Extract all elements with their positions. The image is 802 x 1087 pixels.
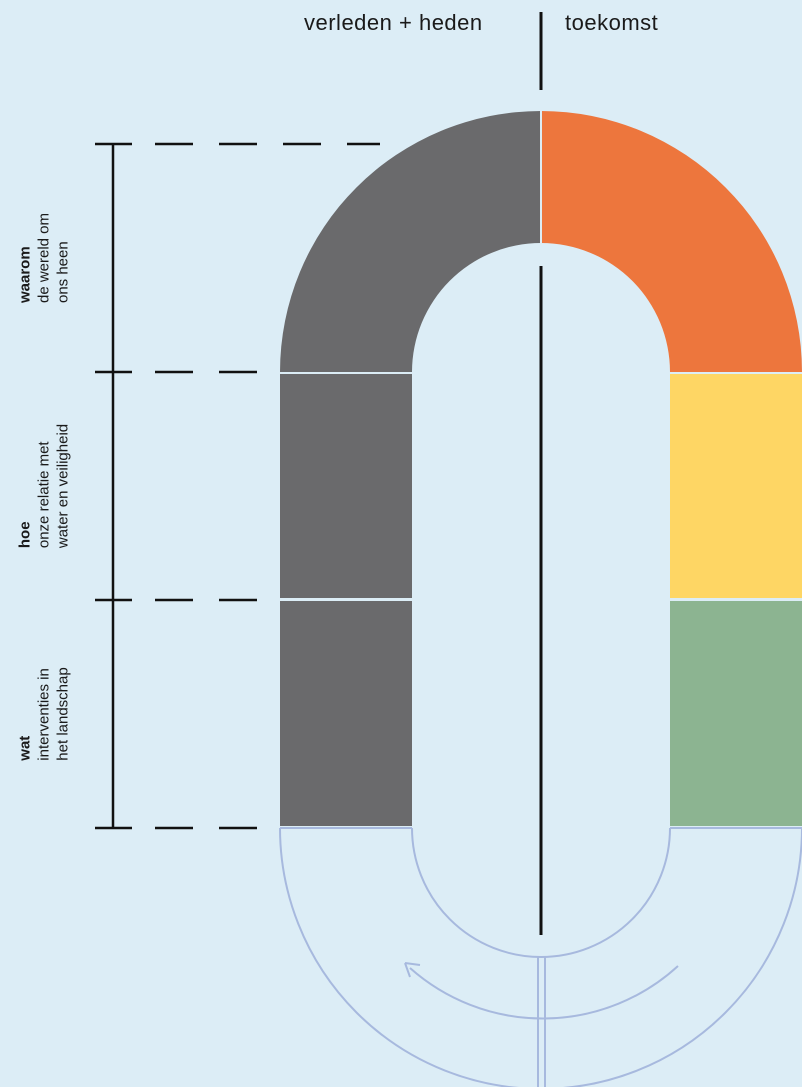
- why-future-segment: [541, 111, 802, 372]
- level-subtitle: interventies in: [35, 668, 53, 761]
- dashed-guides: [155, 142, 380, 830]
- bottom-outline: [279, 827, 802, 1087]
- level-subtitle: ons heen: [54, 241, 72, 304]
- level-label-what: wat interventies in het landschap: [16, 667, 73, 760]
- what-future-segment: [670, 601, 802, 826]
- level-title: hoe: [16, 521, 34, 549]
- level-title: waarom: [16, 246, 34, 304]
- header-future: toekomst: [565, 10, 659, 35]
- level-label-why: waarom de wereld om ons heen: [16, 213, 73, 303]
- level-subtitle: de wereld om: [35, 212, 53, 304]
- level-bracket: [95, 142, 132, 830]
- level-label-how: hoe onze relatie met water en veiligheid: [16, 424, 73, 548]
- how-past-segment: [280, 374, 412, 598]
- level-subtitle: onze relatie met: [35, 441, 53, 549]
- how-future-segment: [670, 374, 802, 598]
- what-past-segment: [280, 601, 412, 826]
- cycle-arrow-icon: [404, 962, 421, 978]
- level-subtitle: water en veiligheid: [54, 423, 72, 549]
- header-past-present: verleden + heden: [304, 10, 483, 35]
- why-past-segment: [280, 111, 541, 372]
- level-title: wat: [16, 735, 34, 761]
- level-subtitle: het landschap: [54, 667, 72, 761]
